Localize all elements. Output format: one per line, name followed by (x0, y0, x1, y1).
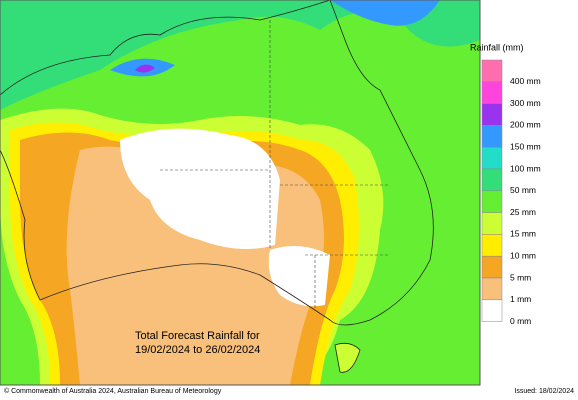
legend-label: 150 mm (510, 141, 541, 151)
legend-swatch (481, 103, 503, 126)
tasmania (334, 342, 361, 373)
legend-label: 10 mm (510, 250, 536, 260)
caption-line: 19/02/2024 to 26/02/2024 (135, 344, 260, 356)
legend-label: 25 mm (510, 207, 536, 217)
legend: 400 mm 300 mm 200 mm 150 mm 100 mm 50 mm 25 mm… (481, 59, 541, 326)
legend-label: 100 mm (510, 163, 541, 173)
legend-swatch (481, 255, 503, 279)
rain-band (0, 0, 480, 110)
legend-swatch (481, 234, 503, 257)
legend-swatch (481, 146, 503, 170)
legend-swatch (481, 299, 503, 322)
rain-band (135, 64, 155, 73)
legend-label: 0 mm (510, 316, 531, 326)
legend-swatch (481, 125, 503, 148)
state-border (160, 20, 390, 310)
legend-swatch (481, 59, 503, 83)
legend-label: 400 mm (510, 76, 541, 86)
dry-area (268, 246, 330, 307)
coastline (0, 0, 434, 326)
legend-swatch (481, 81, 503, 104)
legend-label: 300 mm (510, 98, 541, 108)
legend-label: 1 mm (510, 294, 531, 304)
rain-band (330, 0, 440, 26)
legend-label: 50 mm (510, 185, 536, 195)
legend-swatch (481, 190, 503, 213)
legend-swatch (481, 277, 503, 301)
legend-label: 200 mm (510, 120, 541, 130)
legend-swatch (481, 212, 503, 235)
map-frame (0, 0, 481, 386)
dry-area (120, 128, 280, 249)
copyright: © Commonwealth of Australia 2024, Austra… (4, 387, 222, 395)
caption-line: Total Forecast Rainfall for (135, 330, 260, 342)
legend-title: Rainfall (mm) (470, 42, 524, 52)
legend-swatch (481, 168, 503, 192)
issued-date: Issued: 18/02/2024 (514, 388, 574, 395)
legend-label: 15 mm (510, 229, 536, 239)
legend-label: 5 mm (510, 272, 531, 282)
